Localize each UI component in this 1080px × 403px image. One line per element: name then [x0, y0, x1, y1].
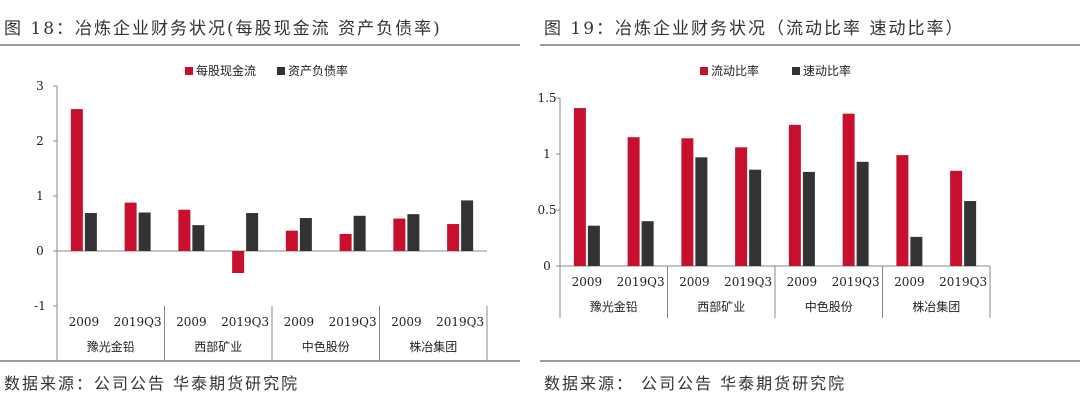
bar-series2: [910, 236, 923, 266]
x-category-label: 2019Q3: [114, 315, 162, 329]
y-tick-label: 1: [543, 147, 551, 161]
bar-series2: [802, 171, 815, 266]
bar-series1: [124, 202, 137, 251]
bar-series1: [232, 251, 245, 273]
figure-19-title: 图 19：冶炼企业财务状况（流动比率 速动比率）: [544, 19, 965, 39]
x-category-label: 2009: [391, 315, 422, 329]
bar-series2: [299, 218, 312, 251]
x-category-label: 2009: [69, 315, 100, 329]
figure-18-title-rule: [0, 44, 520, 46]
bar-series1: [447, 224, 460, 251]
figure-19-source: 数据来源： 公司公告 华泰期货研究院: [544, 374, 847, 393]
x-group-label: 中色股份: [805, 299, 853, 314]
x-group-label: 株冶集团: [409, 339, 457, 354]
legend-swatch-black: [277, 67, 285, 75]
y-tick-label: 1.5: [537, 91, 556, 105]
bar-series1: [285, 230, 298, 251]
x-group-label: 西部矿业: [194, 339, 242, 354]
legend-label: 每股现金流: [196, 63, 256, 78]
y-tick-label: 0: [36, 244, 44, 258]
bar-series2: [964, 201, 977, 266]
figure-19-bottom-rule: [540, 360, 1080, 362]
figure-18-chart: 每股现金流 资产负债率 -1 0 1 2 3 2009 2019Q3 2009 2019Q3 2009…: [34, 63, 488, 360]
bar-series1: [70, 109, 83, 251]
bar-series2: [353, 215, 366, 251]
legend-label: 流动比率: [711, 63, 759, 78]
x-category-label: 2019Q3: [832, 275, 880, 289]
figure-19-title-rule: [540, 44, 1080, 46]
x-group-label: 豫光金铅: [87, 339, 135, 354]
x-category-label: 2019Q3: [617, 275, 665, 289]
x-category-label: 2009: [679, 275, 710, 289]
figure-18-bottom-rule: [0, 360, 520, 362]
legend-label: 资产负债率: [288, 63, 348, 78]
y-tick-label: 1: [36, 189, 44, 203]
x-category-label: 2009: [787, 275, 818, 289]
bar-series1: [573, 108, 586, 266]
figure-18-title: 图 18：冶炼企业财务状况(每股现金流 资产负债率): [4, 19, 442, 39]
y-tick-label: -1: [34, 299, 46, 313]
legend-label: 速动比率: [803, 63, 851, 78]
bar-series1: [627, 137, 640, 266]
bar-series2: [641, 221, 654, 266]
bar-series2: [246, 213, 259, 251]
x-group-label: 豫光金铅: [590, 299, 638, 314]
bar-series1: [339, 233, 352, 251]
bar-series1: [896, 155, 909, 266]
bar-series2: [749, 169, 762, 266]
figure-19-chart: 流动比率 速动比率 0 0.5 1 1.5 2009 2019Q3 2009 2019Q3 2009…: [537, 63, 991, 318]
x-category-label: 2009: [284, 315, 315, 329]
x-category-label: 2019Q3: [329, 315, 377, 329]
bar-series1: [842, 113, 855, 267]
figure-19-panel: 图 19：冶炼企业财务状况（流动比率 速动比率） 流动比率 速动比率 0 0.5 1 1.…: [537, 0, 1080, 403]
x-category-label: 2019Q3: [939, 275, 987, 289]
bar-series2: [587, 225, 600, 266]
bar-series2: [192, 225, 205, 251]
x-category-label: 2019Q3: [221, 315, 269, 329]
bar-series2: [407, 214, 420, 251]
legend-swatch-black: [792, 67, 800, 75]
legend-swatch-red: [185, 67, 193, 75]
x-category-label: 2009: [176, 315, 207, 329]
bar-series2: [856, 161, 869, 266]
bar-series1: [681, 138, 694, 266]
y-tick-label: 0.5: [537, 203, 556, 217]
y-tick-label: 3: [36, 79, 44, 93]
x-category-label: 2009: [572, 275, 603, 289]
x-group-label: 中色股份: [302, 339, 350, 354]
x-category-label: 2019Q3: [436, 315, 484, 329]
bar-series1: [178, 209, 191, 251]
bar-series2: [695, 157, 708, 266]
x-group-label: 株冶集团: [912, 299, 960, 314]
figure-18-panel: 图 18：冶炼企业财务状况(每股现金流 资产负债率) 每股现金流 资产负债率 -1 0…: [0, 0, 520, 403]
bar-series2: [138, 212, 151, 251]
figure-18-source: 数据来源：公司公告 华泰期货研究院: [4, 374, 300, 393]
bar-series2: [461, 200, 474, 251]
bar-series1: [735, 147, 748, 266]
bar-series2: [84, 213, 97, 251]
x-group-label: 西部矿业: [697, 299, 745, 314]
y-tick-label: 2: [36, 134, 44, 148]
x-category-label: 2009: [894, 275, 925, 289]
bar-series1: [393, 218, 406, 251]
bar-series1: [950, 170, 963, 266]
y-tick-label: 0: [543, 259, 551, 273]
x-category-label: 2019Q3: [724, 275, 772, 289]
legend-swatch-red: [700, 67, 708, 75]
bar-series1: [788, 124, 801, 266]
